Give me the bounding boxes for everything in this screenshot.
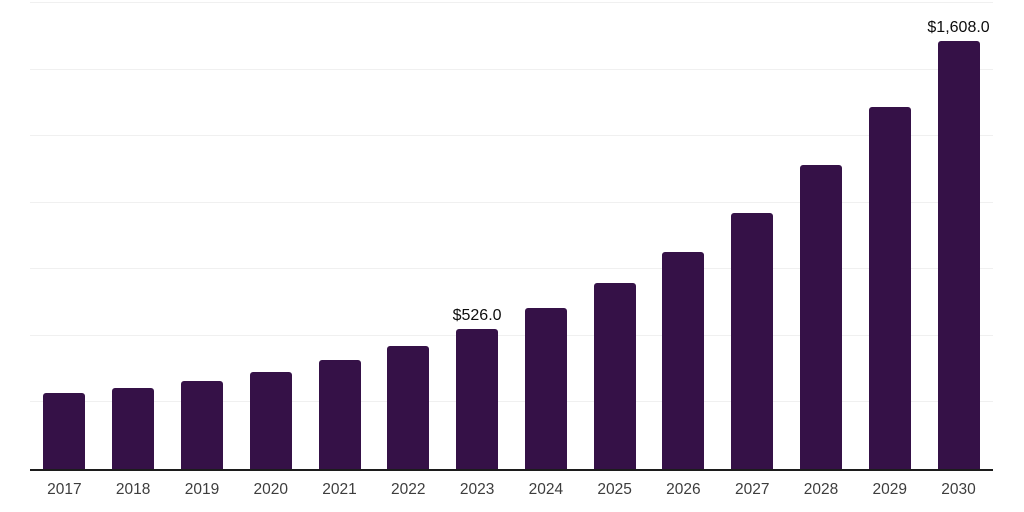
x-axis-label: 2024: [528, 481, 564, 498]
bar-band: 2021: [305, 3, 374, 497]
bar: [456, 328, 499, 469]
x-axis-label: 2025: [597, 481, 632, 498]
gridline: [30, 268, 993, 270]
x-axis-label: 2026: [666, 481, 701, 498]
x-axis-label: 2019: [184, 481, 220, 498]
bar: [387, 345, 430, 469]
bar-band: 2022: [374, 3, 443, 497]
x-axis-label: 2020: [253, 481, 288, 498]
bar: [731, 212, 774, 469]
bar-value-label: $1,608.0: [927, 18, 990, 36]
bar-band: 2028: [787, 3, 856, 497]
x-axis-label: 2029: [872, 481, 908, 498]
bar: [524, 307, 567, 469]
gridline: [30, 334, 993, 336]
bar: [180, 381, 223, 469]
plot-area: 2017 2018 2019 2020 2021 2022 $526.0 2023 2024 20…: [30, 2, 993, 497]
bar-band: 2019: [168, 3, 237, 497]
bar-band: 2029: [855, 3, 924, 497]
x-axis-label: 2027: [734, 481, 770, 498]
gridline: [30, 135, 993, 137]
bar-band: $526.0 2023: [443, 3, 512, 497]
gridline: [30, 201, 993, 203]
x-axis-label: 2017: [47, 481, 82, 498]
bar-band: 2027: [718, 3, 787, 497]
bar-band: 2025: [580, 3, 649, 497]
x-axis-label: 2030: [941, 481, 976, 498]
gridline: [30, 401, 993, 403]
bar-band: 2026: [649, 3, 718, 497]
bar: [799, 164, 842, 469]
bar: [318, 359, 361, 469]
x-axis-label: 2028: [803, 481, 839, 498]
x-axis-label: 2018: [115, 481, 151, 498]
gridline: [30, 2, 993, 3]
bar: [43, 392, 86, 469]
x-axis-label: 2023: [459, 481, 495, 498]
bar: [662, 251, 705, 469]
bar-value-label: $526.0: [452, 306, 502, 324]
bar-band: $1,608.0 2030: [924, 3, 993, 497]
bar-band: 2024: [511, 3, 580, 497]
bar: [249, 371, 292, 469]
x-axis-label: 2021: [322, 481, 357, 498]
x-axis-label: 2022: [391, 481, 426, 498]
bar-band: 2017: [30, 3, 99, 497]
bar-band: 2020: [236, 3, 305, 497]
bar: [868, 106, 911, 469]
gridline: [30, 68, 993, 70]
bar: [112, 388, 155, 469]
bar: [937, 40, 980, 469]
bar-band: 2018: [99, 3, 168, 497]
bar: [593, 282, 636, 469]
bars-container: 2017 2018 2019 2020 2021 2022 $526.0 2023 2024 20…: [30, 3, 993, 497]
